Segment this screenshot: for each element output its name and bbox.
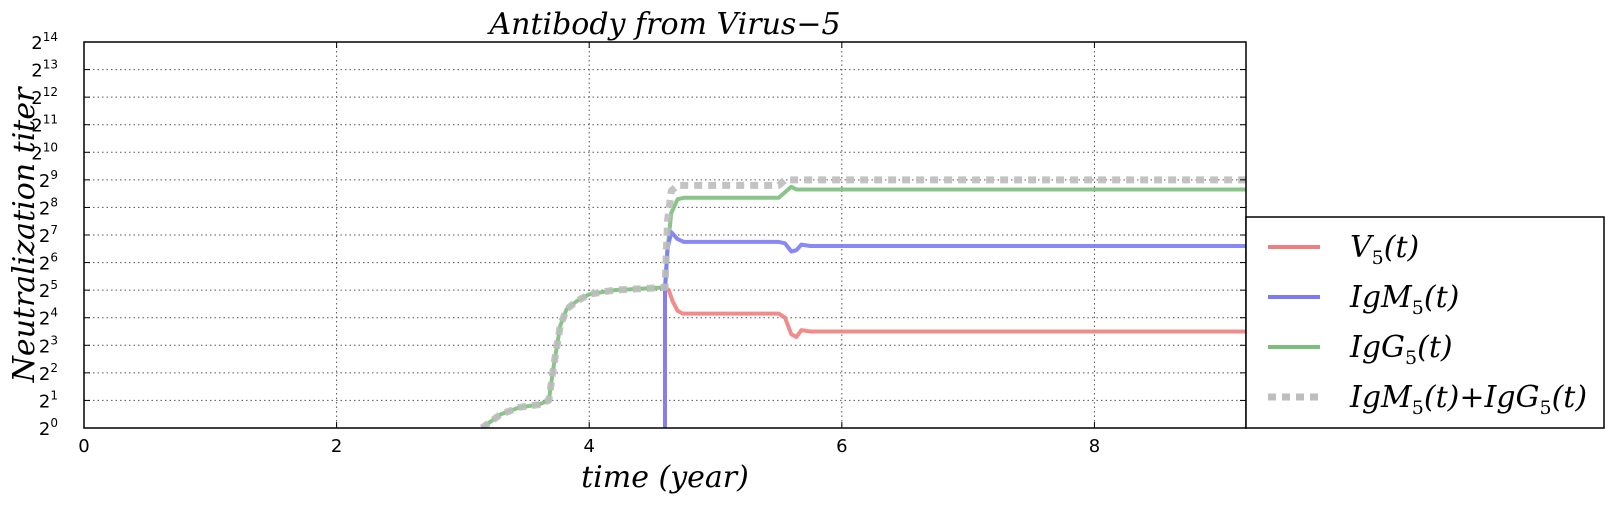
legend-label: IgM5(t)+IgG5(t) — [1349, 380, 1587, 419]
x-tick-label: 0 — [78, 436, 89, 457]
legend: V5(t) IgM5(t) IgG5(t) IgM5(t)+IgG5(t) — [1245, 216, 1605, 429]
y-tick-label: 20 — [39, 416, 58, 440]
legend-label: IgG5(t) — [1349, 330, 1453, 369]
legend-label: IgM5(t) — [1349, 280, 1459, 319]
x-tick-label: 6 — [836, 436, 847, 457]
x-tick-label: 2 — [331, 436, 342, 457]
series-lines — [479, 176, 1246, 428]
y-tick-label: 21 — [39, 388, 58, 412]
x-tick-label: 8 — [1089, 436, 1100, 457]
chart-title: Antibody from Virus−5 — [486, 7, 840, 42]
series-line — [663, 285, 1246, 428]
y-tick-label: 214 — [31, 30, 58, 54]
x-axis-label: time (year) — [581, 460, 749, 495]
y-tick-label: 213 — [31, 58, 58, 82]
x-tick-label: 4 — [583, 436, 594, 457]
legend-box — [1245, 216, 1605, 429]
legend-label: V5(t) — [1350, 230, 1419, 269]
series-line — [480, 184, 1246, 428]
series-line — [479, 176, 1246, 428]
y-axis-label: Neutralization titer — [7, 86, 42, 384]
